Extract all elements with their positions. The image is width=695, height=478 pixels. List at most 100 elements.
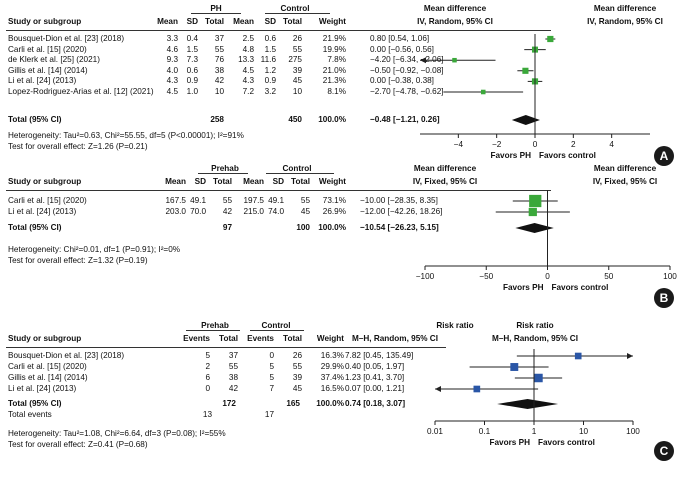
study-weight: 21.9% [322, 34, 346, 43]
value-n2: 55 [292, 362, 302, 371]
panel-badge: A [654, 146, 674, 166]
x-tick-label: 0 [545, 272, 550, 281]
study-name: Bousquet-Dion et al. [23] (2018) [8, 351, 125, 360]
col-method: IV, Fixed, 95% CI [412, 177, 478, 186]
value-m1: 9.3 [166, 55, 178, 65]
heterogeneity-text: Heterogeneity: Chi²=0.01, df=1 (P=0.91);… [8, 245, 181, 254]
header-rule [6, 30, 551, 31]
col-sd1: SD [194, 177, 206, 186]
value-m2: 5 [269, 373, 274, 382]
x-tick-label: 100 [663, 272, 677, 281]
study-weight: 21.3% [322, 76, 346, 86]
value-m2: 7 [269, 384, 274, 393]
study-name: Carli et al. [15] (2020) [8, 196, 87, 205]
total-weight: 100.0% [318, 115, 346, 124]
value-sd2: 74.0 [268, 207, 284, 216]
group2-underline [265, 13, 330, 14]
heterogeneity-text: Heterogeneity: Tau²=0.63, Chi²=55.55, df… [8, 131, 244, 140]
study-ci-text: 7.82 [0.45, 135.49] [345, 351, 414, 360]
value-m2: 7.2 [242, 87, 254, 96]
heterogeneity-text: Heterogeneity: Tau²=1.08, Chi²=6.64, df=… [8, 429, 226, 438]
value-n1: 76 [214, 55, 224, 65]
study-ci-text: 0.00 [−0.56, 0.56] [370, 44, 434, 54]
study-name: Li et al. [24] (2013) [8, 384, 77, 393]
value-n2: 55 [292, 44, 302, 54]
col-method: M–H, Random, 95% CI [352, 334, 438, 343]
col-weight: Weight [318, 177, 346, 186]
value-m1: 203.0 [165, 207, 187, 216]
value-m2: 13.3 [238, 55, 254, 65]
x-tick-label: 4 [609, 140, 614, 149]
value-m2: 197.5 [243, 196, 265, 205]
x-tick-label: 0 [533, 140, 538, 149]
col-sd2: SD [272, 177, 284, 186]
study-name: Gillis et al. [14] (2014) [8, 65, 88, 75]
x-tick-label: 50 [604, 272, 614, 281]
value-n1: 55 [222, 196, 232, 205]
ci-arrow-right [627, 353, 633, 359]
total-label: Total (95% CI) [8, 115, 62, 124]
value-n2: 39 [292, 373, 302, 382]
total-n1: 97 [222, 223, 232, 232]
value-sd1: 1.0 [186, 87, 198, 96]
value-sd1: 0.6 [186, 65, 198, 75]
value-sd2: 0.6 [264, 34, 276, 43]
study-weight: 73.1% [322, 196, 346, 205]
value-n2: 45 [292, 76, 302, 86]
study-point [529, 194, 542, 208]
header-rule [6, 190, 551, 191]
study-ci-text: 1.23 [0.41, 3.70] [345, 373, 405, 382]
value-n1: 55 [214, 44, 224, 54]
x-tick-label: 1 [532, 427, 537, 436]
col-total1: Total [205, 17, 224, 26]
value-n2: 26 [292, 351, 302, 360]
col-method-plot: IV, Fixed, 95% CI [592, 177, 658, 186]
value-sd2: 49.1 [268, 196, 284, 205]
study-ci-text: 0.07 [0.00, 1.21] [345, 384, 405, 393]
col-total1: Total [219, 334, 238, 343]
value-n2: 26 [292, 34, 302, 43]
study-weight: 19.9% [322, 44, 346, 54]
value-sd1: 70.0 [190, 207, 206, 216]
study-name: Bousquet-Dion et al. [23] (2018) [8, 34, 125, 43]
total-ci-text: −10.54 [−26.23, 5.15] [360, 223, 439, 232]
group1-underline [191, 13, 241, 14]
col-total2: Total [283, 334, 302, 343]
study-point [547, 35, 554, 43]
x-tick-label: 0.1 [479, 427, 491, 436]
total-n2: 100 [296, 223, 310, 232]
study-name: Lopez-Rodriguez-Arias et al. [12] (2021) [8, 87, 154, 96]
value-m1: 0 [205, 384, 210, 393]
group2-heading: Control [282, 164, 312, 173]
study-point [528, 207, 537, 217]
value-n1: 42 [214, 76, 224, 86]
value-n2: 55 [300, 196, 310, 205]
value-m2: 0 [269, 351, 274, 360]
summary-diamond [511, 115, 540, 125]
value-n2: 275 [288, 55, 302, 65]
x-tick-label: −4 [454, 140, 464, 149]
value-m1: 3.3 [166, 34, 178, 43]
value-m1: 4.0 [166, 65, 178, 75]
value-m1: 167.5 [165, 196, 187, 205]
forest-panel-a: PH Control Mean difference Mean differen… [0, 0, 695, 170]
value-sd1: 49.1 [190, 196, 206, 205]
plot-heading: Mean difference [593, 4, 657, 13]
overall-effect-text: Test for overall effect: Z=1.32 (P=0.19) [8, 256, 148, 265]
value-m1: 4.3 [166, 76, 178, 86]
study-ci-text: −12.00 [−42.26, 18.26] [360, 207, 443, 216]
col-events1: Events [183, 334, 210, 343]
value-m1: 4.6 [166, 44, 178, 54]
col-method-plot: IV, Random, 95% CI [587, 17, 663, 26]
group2-heading: Control [280, 4, 310, 13]
forest-plot-c: 0.01 0.1 1 10 100 Favors PH Favors control [427, 349, 640, 447]
value-m1: 6 [205, 373, 210, 382]
total-n2: 450 [288, 115, 302, 124]
x-tick-label: 2 [571, 140, 576, 149]
group1-heading: Prehab [201, 321, 229, 330]
total-events-label: Total events [8, 410, 52, 419]
value-sd1: 0.9 [186, 76, 198, 86]
value-n1: 37 [214, 34, 224, 43]
ci-arrow-left [420, 57, 426, 64]
group1-heading: Prehab [211, 164, 239, 173]
